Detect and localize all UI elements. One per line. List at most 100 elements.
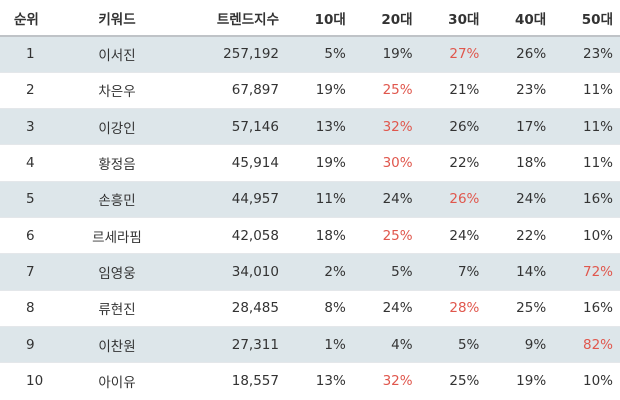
rank-cell: 4 xyxy=(26,155,35,172)
age-40s-cell: 19% xyxy=(516,373,547,390)
age-50s-cell: 10% xyxy=(582,227,613,244)
table-row: 6 르세라핌 42,058 18% 25% 24% 22% 10% xyxy=(0,217,620,254)
rank-cell: 10 xyxy=(26,373,44,390)
age-40s-cell: 23% xyxy=(516,82,547,99)
age-40s-cell: 9% xyxy=(524,336,547,353)
age-20s-cell: 30% xyxy=(382,155,413,172)
age-30s-cell: 24% xyxy=(449,227,480,244)
age-50s-cell: 82% xyxy=(582,336,613,353)
trend-index-cell: 28,485 xyxy=(231,300,279,317)
age-10s-cell: 13% xyxy=(315,373,346,390)
age-50s-cell: 72% xyxy=(582,263,613,280)
age-50s-cell: 11% xyxy=(582,82,613,99)
age-20s-cell: 24% xyxy=(382,300,413,317)
keyword-cell: 르세라핌 xyxy=(92,229,142,246)
age-30s-cell: 22% xyxy=(449,155,480,172)
keyword-cell: 손흥민 xyxy=(98,193,136,210)
keyword-cell: 임영웅 xyxy=(98,265,136,282)
age-10s-cell: 8% xyxy=(324,300,346,317)
header-age-10s: 10대 xyxy=(314,11,346,28)
age-20s-cell: 24% xyxy=(382,191,413,208)
age-10s-cell: 5% xyxy=(324,46,346,63)
table-row: 1 이서진 257,192 5% 19% 27% 26% 23% xyxy=(0,36,620,73)
age-10s-cell: 19% xyxy=(315,155,346,172)
keyword-cell: 이찬원 xyxy=(98,338,136,355)
table-row: 8 류현진 28,485 8% 24% 28% 25% 16% xyxy=(0,290,620,327)
rank-cell: 3 xyxy=(26,118,35,135)
age-40s-cell: 24% xyxy=(516,191,547,208)
header-age-30s: 30대 xyxy=(448,11,480,28)
rank-cell: 6 xyxy=(26,227,35,244)
age-40s-cell: 18% xyxy=(516,155,547,172)
age-30s-cell: 28% xyxy=(449,300,480,317)
table-header-row: 순위 키워드 트렌드지수 10대 20대 30대 40대 50대 xyxy=(0,0,620,36)
rank-cell: 9 xyxy=(26,336,35,353)
age-30s-cell: 27% xyxy=(449,46,480,63)
keyword-cell: 황정음 xyxy=(98,157,136,174)
trend-index-cell: 67,897 xyxy=(231,82,279,99)
age-30s-cell: 26% xyxy=(449,191,480,208)
age-30s-cell: 7% xyxy=(457,263,480,280)
trend-index-cell: 45,914 xyxy=(231,155,279,172)
age-20s-cell: 4% xyxy=(391,336,413,353)
trend-index-cell: 57,146 xyxy=(231,118,279,135)
age-50s-cell: 11% xyxy=(582,155,613,172)
age-50s-cell: 11% xyxy=(582,118,613,135)
age-20s-cell: 32% xyxy=(382,373,413,390)
table-row: 10 아이유 18,557 13% 32% 25% 19% 10% xyxy=(0,363,620,399)
header-keyword: 키워드 xyxy=(98,11,136,28)
rank-cell: 7 xyxy=(26,263,35,280)
age-40s-cell: 14% xyxy=(516,263,547,280)
age-40s-cell: 17% xyxy=(516,118,547,135)
rank-cell: 2 xyxy=(26,82,35,99)
trend-index-cell: 27,311 xyxy=(231,336,279,353)
age-50s-cell: 16% xyxy=(582,300,613,317)
age-30s-cell: 5% xyxy=(457,336,480,353)
age-10s-cell: 13% xyxy=(315,118,346,135)
table-row: 2 차은우 67,897 19% 25% 21% 23% 11% xyxy=(0,72,620,109)
header-age-20s: 20대 xyxy=(381,11,413,28)
table-row: 5 손흥민 44,957 11% 24% 26% 24% 16% xyxy=(0,181,620,218)
keyword-cell: 아이유 xyxy=(98,375,136,392)
header-trend-index: 트렌드지수 xyxy=(216,11,279,28)
rank-cell: 5 xyxy=(26,191,35,208)
age-10s-cell: 2% xyxy=(324,263,346,280)
table-row: 9 이찬원 27,311 1% 4% 5% 9% 82% xyxy=(0,326,620,363)
age-40s-cell: 26% xyxy=(516,46,547,63)
age-10s-cell: 19% xyxy=(315,82,346,99)
trend-index-cell: 257,192 xyxy=(223,46,279,63)
age-20s-cell: 25% xyxy=(382,227,413,244)
age-10s-cell: 11% xyxy=(315,191,346,208)
trend-index-cell: 44,957 xyxy=(231,191,279,208)
age-40s-cell: 22% xyxy=(516,227,547,244)
trend-index-cell: 42,058 xyxy=(231,227,279,244)
keyword-cell: 이서진 xyxy=(98,48,136,65)
table-row: 3 이강인 57,146 13% 32% 26% 17% 11% xyxy=(0,108,620,145)
keyword-cell: 차은우 xyxy=(98,84,136,101)
age-30s-cell: 21% xyxy=(449,82,480,99)
rank-cell: 1 xyxy=(26,46,35,63)
age-10s-cell: 1% xyxy=(324,336,346,353)
header-age-50s: 50대 xyxy=(581,11,613,28)
age-40s-cell: 25% xyxy=(516,300,547,317)
keyword-cell: 이강인 xyxy=(98,120,136,137)
keyword-cell: 류현진 xyxy=(98,302,136,319)
table-body: 1 이서진 257,192 5% 19% 27% 26% 23% 2 차은우 67,897 19% 25… xyxy=(0,36,620,399)
trend-index-cell: 18,557 xyxy=(231,373,279,390)
trend-index-cell: 34,010 xyxy=(231,263,279,280)
age-50s-cell: 23% xyxy=(582,46,613,63)
age-50s-cell: 16% xyxy=(582,191,613,208)
age-50s-cell: 10% xyxy=(582,373,613,390)
table-row: 7 임영웅 34,010 2% 5% 7% 14% 72% xyxy=(0,253,620,291)
age-30s-cell: 26% xyxy=(449,118,480,135)
age-20s-cell: 19% xyxy=(382,46,413,63)
age-20s-cell: 32% xyxy=(382,118,413,135)
age-20s-cell: 25% xyxy=(382,82,413,99)
header-age-40s: 40대 xyxy=(514,11,547,28)
age-30s-cell: 25% xyxy=(449,373,480,390)
rank-cell: 8 xyxy=(26,300,35,317)
age-10s-cell: 18% xyxy=(315,227,346,244)
table-row: 4 황정음 45,914 19% 30% 22% 18% 11% xyxy=(0,145,620,182)
age-20s-cell: 5% xyxy=(391,263,413,280)
